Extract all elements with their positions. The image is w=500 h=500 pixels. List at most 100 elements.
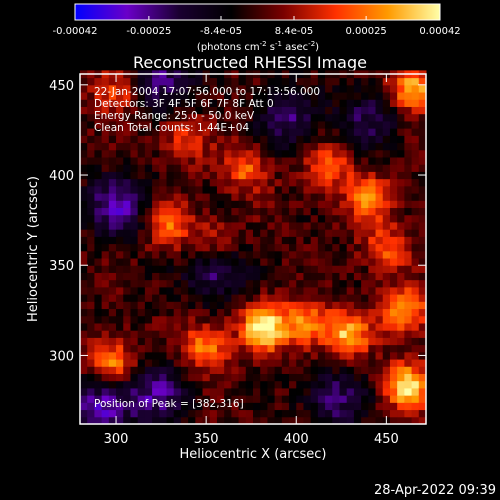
heatmap-cell — [368, 200, 377, 209]
heatmap-cell — [152, 395, 160, 403]
heatmap-cell — [159, 265, 167, 273]
heatmap-cell — [238, 395, 247, 403]
heatmap-cell — [108, 113, 117, 122]
heatmap-cell — [339, 77, 348, 86]
heatmap-cell — [274, 99, 283, 107]
heatmap-cell — [353, 113, 362, 122]
heatmap-cell — [382, 214, 391, 223]
heatmap-cell — [188, 185, 196, 194]
heatmap-cell — [353, 120, 362, 129]
heatmap-cell — [260, 99, 268, 107]
heatmap-cell — [418, 380, 427, 389]
heatmap-cell — [238, 243, 247, 252]
heatmap-cell — [231, 359, 240, 367]
heatmap-cell — [274, 395, 283, 403]
heatmap-cell — [224, 106, 232, 115]
footer-date: 28-Apr-2022 09:39 — [374, 483, 496, 498]
heatmap-cell — [152, 113, 160, 122]
heatmap-cell — [108, 156, 117, 165]
heatmap-cell — [260, 315, 268, 324]
heatmap-cell — [346, 178, 355, 187]
heatmap-cell — [389, 359, 398, 367]
heatmap-cell — [94, 149, 103, 158]
heatmap-cell — [195, 395, 204, 403]
heatmap-cell — [281, 279, 290, 288]
heatmap-cell — [238, 286, 247, 295]
heatmap-cell — [303, 344, 312, 353]
heatmap-cell — [202, 92, 211, 100]
heatmap-cell — [260, 193, 268, 201]
heatmap-cell — [310, 142, 319, 151]
heatmap-cell — [368, 142, 377, 151]
heatmap-cell — [130, 344, 139, 353]
heatmap-cell — [404, 128, 413, 136]
heatmap-cell — [238, 92, 247, 100]
heatmap-cell — [137, 200, 146, 209]
heatmap-cell — [289, 416, 297, 425]
heatmap-cell — [173, 84, 182, 93]
heatmap-cell — [353, 214, 362, 223]
heatmap-cell — [289, 243, 297, 252]
heatmap-cell — [382, 142, 391, 151]
heatmap-cell — [123, 178, 131, 187]
heatmap-cell — [411, 193, 420, 201]
heatmap-cell — [180, 380, 189, 389]
heatmap-cell — [94, 402, 103, 411]
heatmap-cell — [152, 92, 160, 100]
heatmap-cell — [253, 214, 261, 223]
heatmap-cell — [411, 156, 420, 165]
heatmap-cell — [267, 113, 276, 122]
heatmap-cell — [274, 359, 283, 367]
heatmap-cell — [382, 243, 391, 252]
heatmap-cell — [389, 279, 398, 288]
heatmap-cell — [418, 178, 427, 187]
heatmap-cell — [339, 395, 348, 403]
heatmap-cell — [216, 113, 225, 122]
heatmap-cell — [397, 128, 405, 136]
heatmap-cell — [253, 113, 261, 122]
heatmap-cell — [339, 308, 348, 317]
colorbar-tick-label: 0.00025 — [345, 26, 386, 37]
heatmap-cell — [332, 135, 340, 144]
heatmap-cell — [94, 308, 103, 317]
heatmap-cell — [296, 337, 304, 346]
heatmap-cell — [267, 272, 276, 281]
heatmap-cell — [375, 142, 384, 151]
heatmap-cell — [101, 279, 110, 288]
heatmap-cell — [159, 113, 167, 122]
heatmap-cell — [310, 149, 319, 158]
heatmap-cell — [411, 236, 420, 245]
heatmap-cell — [101, 142, 110, 151]
heatmap-cell — [353, 149, 362, 158]
heatmap-cell — [310, 120, 319, 129]
heatmap-cell — [144, 221, 153, 230]
heatmap-cell — [116, 128, 124, 136]
heatmap-cell — [389, 113, 398, 122]
heatmap-cell — [353, 142, 362, 151]
heatmap-cell — [404, 308, 413, 317]
heatmap-cell — [332, 337, 340, 346]
heatmap-cell — [166, 373, 175, 382]
heatmap-cell — [361, 308, 369, 317]
heatmap-cell — [404, 351, 413, 360]
heatmap-cell — [274, 351, 283, 360]
heatmap-cell — [216, 164, 225, 172]
heatmap-cell — [346, 171, 355, 180]
heatmap-cell — [397, 344, 405, 353]
heatmap-cell — [368, 250, 377, 259]
heatmap-cell — [368, 84, 377, 93]
heatmap-cell — [332, 156, 340, 165]
heatmap-cell — [245, 156, 254, 165]
heatmap-cell — [108, 236, 117, 245]
heatmap-cell — [101, 92, 110, 100]
heatmap-cell — [152, 416, 160, 425]
heatmap-cell — [411, 128, 420, 136]
heatmap-cell — [238, 229, 247, 237]
heatmap-cell — [101, 359, 110, 367]
heatmap-cell — [260, 77, 268, 86]
heatmap-cell — [231, 243, 240, 252]
heatmap-cell — [325, 380, 333, 389]
heatmap-cell — [245, 135, 254, 144]
heatmap-cell — [209, 351, 218, 360]
heatmap-cell — [375, 330, 384, 338]
